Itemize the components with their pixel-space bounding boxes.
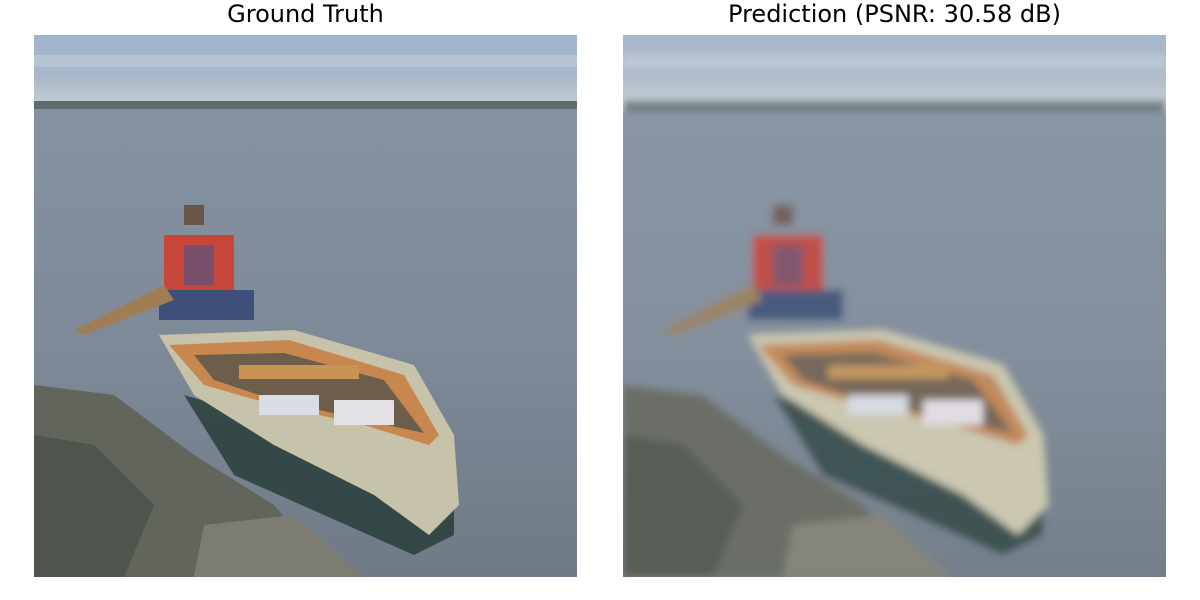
prediction-title: Prediction (PSNR: 30.58 dB) bbox=[728, 0, 1061, 28]
boat-on-lake-image bbox=[34, 35, 577, 577]
prediction-panel: Prediction (PSNR: 30.58 dB) bbox=[623, 0, 1166, 600]
ground-truth-image bbox=[34, 35, 577, 577]
ground-truth-panel: Ground Truth bbox=[34, 0, 577, 600]
ground-truth-title: Ground Truth bbox=[227, 0, 384, 28]
boat-on-lake-image bbox=[623, 35, 1166, 577]
prediction-image bbox=[623, 35, 1166, 577]
